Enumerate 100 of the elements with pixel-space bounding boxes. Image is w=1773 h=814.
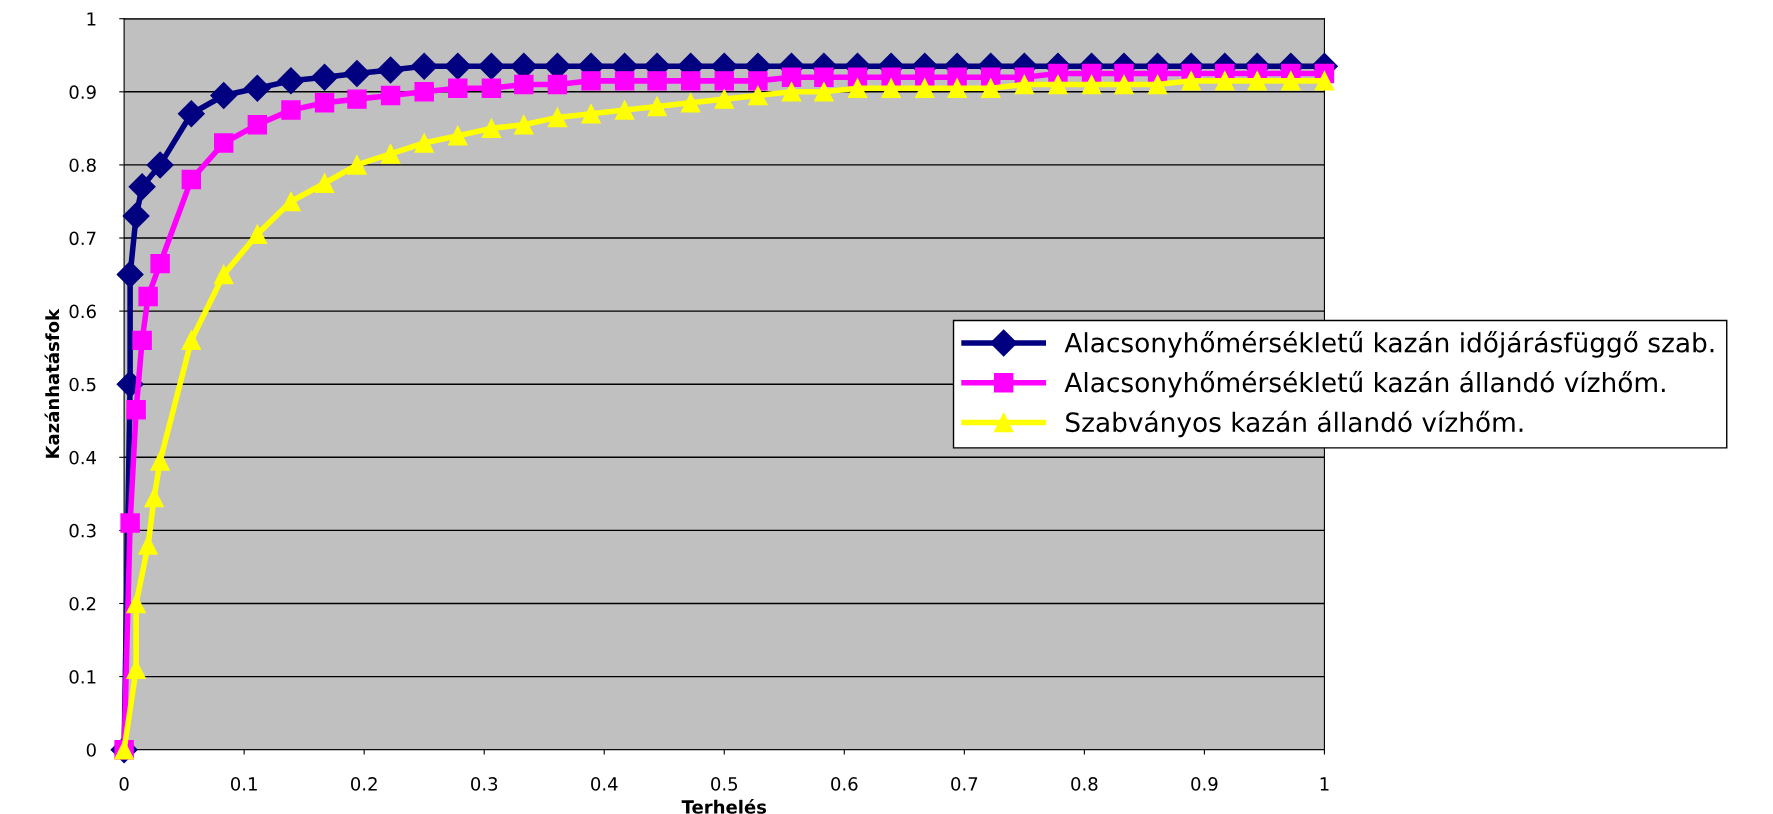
point <box>1081 74 1102 95</box>
point <box>150 451 170 471</box>
point <box>680 71 701 91</box>
point <box>414 82 434 102</box>
point <box>981 78 1001 98</box>
point <box>144 487 164 508</box>
point <box>380 144 401 164</box>
point <box>514 74 534 95</box>
point <box>714 89 734 109</box>
y-tick-label: 1 <box>87 12 96 26</box>
x-tick-label: 0 <box>119 777 129 791</box>
x-axis-title: Terhelés <box>681 799 767 814</box>
y-tick-label: 0.4 <box>69 450 97 465</box>
point <box>138 535 158 555</box>
y-tick-label: 0 <box>86 743 96 757</box>
x-tick-label: 0.6 <box>831 777 858 791</box>
point <box>477 52 505 80</box>
point <box>1147 74 1168 95</box>
point <box>380 85 401 106</box>
point <box>314 93 335 113</box>
legend-label: Szabványos kazán állandó vízhőm. <box>1066 410 1523 438</box>
point <box>647 71 667 91</box>
y-tick-label: 0.6 <box>69 304 96 319</box>
point <box>1215 71 1235 91</box>
point <box>347 89 367 109</box>
point <box>547 107 568 128</box>
point <box>781 67 802 87</box>
point <box>1114 74 1134 95</box>
x-tick-label: 0.2 <box>351 777 377 791</box>
point <box>614 100 635 120</box>
point <box>150 253 170 274</box>
point <box>647 96 667 117</box>
point <box>881 78 901 98</box>
point <box>748 71 768 91</box>
point <box>814 82 834 102</box>
point <box>138 286 158 307</box>
x-tick-label: 0.9 <box>1191 777 1218 791</box>
point <box>714 71 734 91</box>
point <box>281 191 301 212</box>
point <box>448 78 468 98</box>
x-tick-label: 0.3 <box>471 777 498 791</box>
point <box>343 60 371 88</box>
point <box>126 593 146 614</box>
point <box>414 133 434 153</box>
point <box>614 71 635 91</box>
x-tick-label: 0.7 <box>951 777 978 791</box>
legend-label: Alacsonyhőmérsékletű kazán állandó vízhőm. <box>1064 370 1665 398</box>
point <box>1314 71 1335 91</box>
x-tick-label: 0.1 <box>230 777 257 791</box>
point <box>514 114 534 135</box>
point <box>947 78 967 98</box>
point <box>680 93 701 113</box>
x-tick-label: 0.4 <box>591 777 618 791</box>
x-tick-label: 0.5 <box>711 777 738 791</box>
point <box>132 330 152 351</box>
point <box>448 125 468 146</box>
point <box>1014 74 1035 95</box>
point <box>581 71 601 91</box>
legend-label: Alacsonyhőmérsékletű kazán időjárásfüggő szab. <box>1064 331 1714 358</box>
point <box>1281 71 1301 91</box>
point <box>481 118 502 139</box>
y-axis-title: Kazánhatásfok <box>44 308 60 458</box>
point <box>214 264 234 285</box>
point <box>177 100 205 128</box>
point <box>547 74 568 95</box>
point <box>181 330 202 351</box>
point <box>281 100 301 120</box>
point <box>377 56 405 84</box>
point <box>847 78 868 98</box>
point <box>128 173 156 201</box>
y-tick-label: 0.3 <box>69 523 96 538</box>
point <box>1048 74 1068 95</box>
point <box>210 82 238 109</box>
point <box>347 155 367 175</box>
point <box>116 261 144 289</box>
y-tick-label: 0.7 <box>69 231 96 246</box>
point <box>214 133 234 153</box>
point <box>247 114 268 135</box>
point <box>277 67 305 95</box>
y-tick-label: 0.9 <box>69 85 96 99</box>
point <box>181 169 202 190</box>
point <box>311 63 339 91</box>
point <box>814 67 834 87</box>
y-tick-label: 0.5 <box>69 377 96 392</box>
point <box>481 78 502 98</box>
point <box>781 82 802 102</box>
point <box>915 78 935 98</box>
point <box>581 104 601 124</box>
point <box>748 85 768 106</box>
point <box>1247 71 1267 91</box>
point <box>444 52 472 80</box>
point <box>146 151 174 179</box>
y-tick-label: 0.1 <box>69 670 96 684</box>
x-tick-label: 0.8 <box>1071 777 1098 791</box>
point <box>122 202 150 230</box>
point <box>126 400 146 420</box>
point <box>243 74 271 102</box>
point <box>120 513 140 533</box>
y-tick-label: 0.8 <box>69 158 96 173</box>
point <box>314 173 335 193</box>
